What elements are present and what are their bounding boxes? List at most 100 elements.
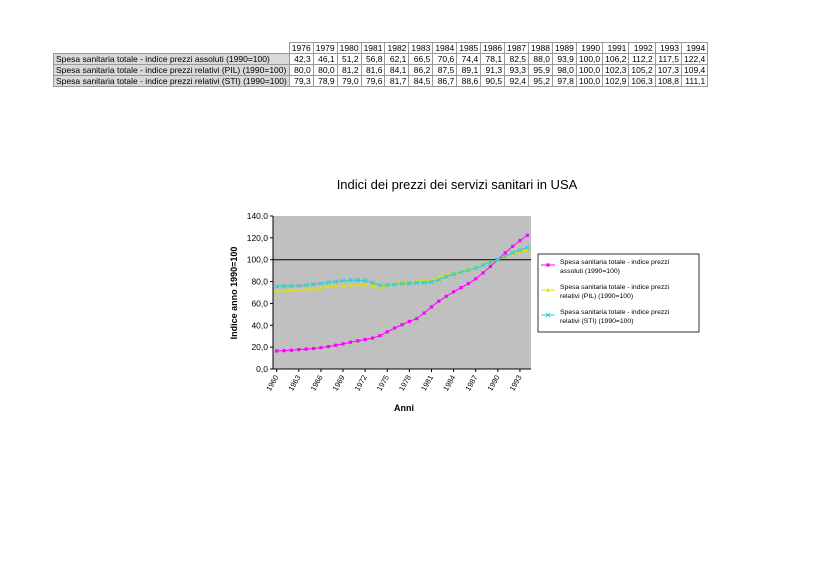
data-point: [488, 259, 493, 265]
table-cell: 78,9: [312, 75, 338, 87]
data-point: [318, 281, 324, 286]
x-tick-label: 1960: [264, 374, 280, 393]
data-point: [303, 282, 309, 288]
data-point: [510, 244, 515, 248]
data-point: [333, 279, 339, 284]
data-point: [311, 281, 316, 287]
table-row: Spesa sanitaria totale - indice prezzi r…: [53, 75, 709, 87]
data-point: [348, 277, 353, 283]
legend: Spesa sanitaria totale - indice prezzi as…: [537, 253, 700, 333]
data-point: [525, 233, 529, 237]
table-row-label: Spesa sanitaria totale - indice prezzi r…: [53, 75, 290, 87]
x-tick-label: 1987: [463, 374, 479, 393]
table-cell: 84,5: [408, 75, 434, 87]
x-tick-label: 1966: [309, 374, 325, 393]
legend-label: Spesa sanitaria totale - indice prezzi: [560, 284, 670, 291]
y-tick-label: 0,0: [256, 364, 268, 374]
y-tick-label: 20,0: [251, 342, 268, 352]
data-point: [385, 330, 389, 334]
data-point: [296, 287, 301, 292]
data-point: [341, 283, 346, 287]
legend-item: Spesa sanitaria totale - indice prezzi re…: [541, 309, 670, 325]
plot-area: [273, 216, 531, 369]
data-point: [384, 282, 390, 288]
series-layer: [274, 233, 530, 353]
data-point: [407, 280, 412, 286]
data-point: [399, 281, 405, 286]
data-point: [355, 282, 360, 287]
data-point: [422, 311, 426, 315]
data-point: [281, 283, 287, 289]
table-cell: 74,4: [456, 53, 482, 65]
data-point: [326, 344, 330, 349]
data-point: [429, 279, 434, 285]
data-point: [474, 277, 478, 281]
data-point: [348, 282, 353, 287]
data-point: [341, 342, 345, 346]
data-point: [304, 347, 308, 351]
table-cell: 79,3: [288, 75, 314, 87]
x-tick-label: 1969: [331, 374, 347, 393]
x-tick-label: 1978: [397, 374, 413, 393]
data-point: [289, 348, 294, 352]
table-cell: 88,6: [456, 75, 482, 87]
x-tick-label: 1993: [508, 374, 524, 393]
y-tick-label: 120,0: [247, 233, 269, 243]
data-point: [473, 265, 479, 271]
data-point: [429, 305, 434, 309]
data-point: [459, 286, 463, 290]
legend-item: Spesa sanitaria totale - indice prezzi re…: [541, 284, 670, 300]
y-tick-label: 80,0: [251, 277, 268, 287]
data-point: [363, 282, 368, 287]
data-table: 1976 1979 1980 1981 1982 1983 1984 1985 1986 1987…: [53, 42, 709, 87]
x-tick-label: 1963: [286, 374, 302, 393]
data-point: [282, 349, 286, 353]
data-point: [275, 349, 279, 353]
data-point: [370, 283, 375, 288]
data-point: [333, 283, 338, 288]
data-point: [452, 290, 456, 294]
data-point: [517, 247, 523, 253]
data-point: [458, 269, 464, 275]
table-cell: 84,1: [384, 64, 410, 76]
x-tick-label: 1975: [375, 374, 391, 393]
data-point: [355, 277, 361, 283]
table-cell: 86,7: [432, 75, 458, 87]
data-point: [480, 262, 486, 268]
data-point: [377, 283, 383, 288]
series-1: [275, 233, 529, 353]
data-point: [274, 289, 279, 294]
data-point: [370, 336, 375, 340]
data-point: [518, 238, 522, 243]
data-point: [289, 283, 294, 289]
table-cell: 79,6: [360, 75, 386, 87]
data-point: [282, 288, 287, 293]
data-point: [465, 267, 471, 273]
data-point: [503, 251, 507, 255]
legend-label: Spesa sanitaria totale - indice prezzi: [560, 309, 670, 316]
data-point: [274, 284, 280, 289]
data-point: [318, 285, 323, 290]
y-tick-label: 140,0: [247, 211, 269, 221]
data-point: [414, 280, 420, 286]
y-tick-label: 100,0: [247, 255, 269, 265]
data-point: [444, 294, 448, 298]
data-point: [407, 319, 411, 324]
legend-box: [537, 253, 700, 333]
data-point: [510, 250, 515, 256]
data-point: [378, 334, 382, 338]
data-point: [451, 271, 456, 277]
data-point: [296, 283, 302, 288]
data-point: [304, 287, 309, 291]
data-point: [393, 326, 397, 330]
data-point: [311, 346, 316, 351]
x-tick-label: 1972: [353, 374, 369, 393]
data-point: [546, 263, 550, 267]
data-point: [495, 257, 501, 263]
data-point: [510, 251, 515, 256]
data-point: [311, 286, 316, 291]
data-point: [289, 288, 294, 292]
data-point: [545, 312, 551, 318]
table-cell: 108,8: [654, 75, 682, 87]
